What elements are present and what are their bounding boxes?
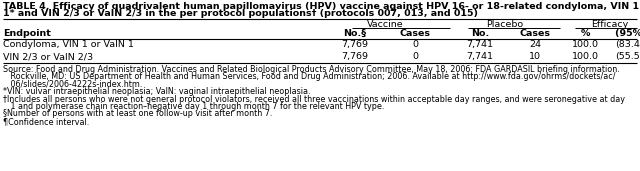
Text: 100.0: 100.0 xyxy=(572,52,598,61)
Text: ¶Confidence interval.: ¶Confidence interval. xyxy=(3,117,89,126)
Text: 24: 24 xyxy=(529,40,541,49)
Text: Efficacy: Efficacy xyxy=(591,20,628,29)
Text: 0: 0 xyxy=(412,40,418,49)
Text: 1 and polymerase chain reaction–negative day 1 through month 7 for the relevant : 1 and polymerase chain reaction–negative… xyxy=(3,102,385,111)
Text: †Includes all persons who were not general protocol violators, received all thre: †Includes all persons who were not gener… xyxy=(3,95,625,103)
Text: 06/slides/2006-4222s-index.htm.: 06/slides/2006-4222s-index.htm. xyxy=(3,80,142,89)
Text: §Number of persons with at least one follow-up visit after month 7.: §Number of persons with at least one fol… xyxy=(3,109,273,119)
Text: Cases: Cases xyxy=(520,29,550,38)
Text: Cases: Cases xyxy=(399,29,431,38)
Text: 10: 10 xyxy=(529,52,541,61)
Text: 100.0: 100.0 xyxy=(572,40,598,49)
Text: 7,741: 7,741 xyxy=(467,40,493,49)
Text: 0: 0 xyxy=(412,52,418,61)
Text: (83.4–100.0): (83.4–100.0) xyxy=(615,40,640,49)
Text: Source: Food and Drug Administration. Vaccines and Related Biological Products A: Source: Food and Drug Administration. Va… xyxy=(3,64,620,74)
Text: 7,741: 7,741 xyxy=(467,52,493,61)
Text: Rockville, MD: US Department of Health and Human Services, Food and Drug Adminis: Rockville, MD: US Department of Health a… xyxy=(3,72,616,81)
Text: VIN 2/3 or VaIN 2/3: VIN 2/3 or VaIN 2/3 xyxy=(3,52,93,61)
Text: *VIN: vulvar intraepithelial neoplasia; VaIN: vaginal intraepithelial neoplasia.: *VIN: vulvar intraepithelial neoplasia; … xyxy=(3,87,310,96)
Text: No.§: No.§ xyxy=(344,29,367,38)
Text: 1* and VIN 2/3 or VaIN 2/3 in the per protocol populations† (protocols 007, 013,: 1* and VIN 2/3 or VaIN 2/3 in the per pr… xyxy=(3,10,478,18)
Text: Vaccine: Vaccine xyxy=(367,20,403,29)
Text: (95% CI¶): (95% CI¶) xyxy=(615,29,640,38)
Text: (55.5–100.0): (55.5–100.0) xyxy=(615,52,640,61)
Text: Placebo: Placebo xyxy=(486,20,524,29)
Text: 7,769: 7,769 xyxy=(342,52,369,61)
Text: %: % xyxy=(580,29,589,38)
Text: 7,769: 7,769 xyxy=(342,40,369,49)
Text: Condyloma, VIN 1 or VaIN 1: Condyloma, VIN 1 or VaIN 1 xyxy=(3,40,134,49)
Text: Endpoint: Endpoint xyxy=(3,29,51,38)
Text: No.: No. xyxy=(471,29,489,38)
Text: TABLE 4. Efficacy of quadrivalent human papillomavirus (HPV) vaccine against HPV: TABLE 4. Efficacy of quadrivalent human … xyxy=(3,2,640,11)
